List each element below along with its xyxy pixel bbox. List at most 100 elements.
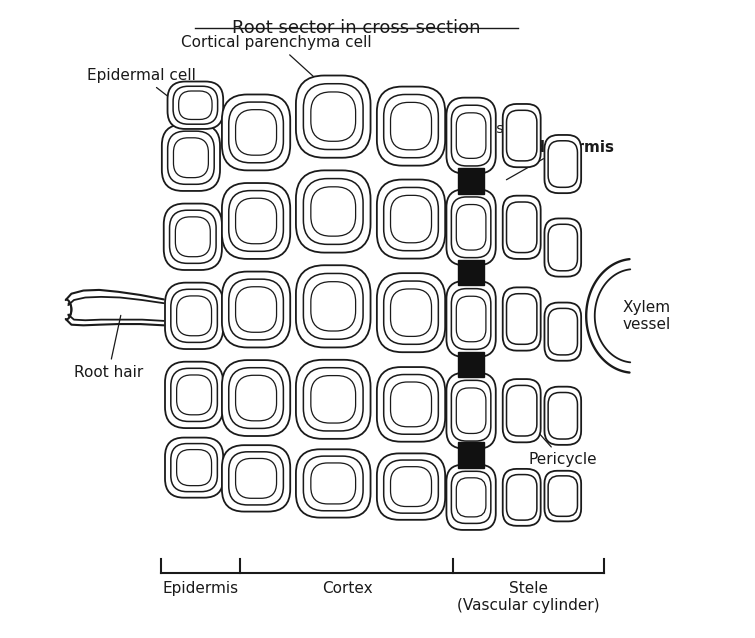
FancyBboxPatch shape <box>456 478 486 517</box>
FancyBboxPatch shape <box>446 98 496 174</box>
Text: Pericycle: Pericycle <box>523 416 596 467</box>
Text: Epidermis: Epidermis <box>162 581 239 596</box>
FancyBboxPatch shape <box>296 449 371 517</box>
Text: Root hair: Root hair <box>74 315 143 380</box>
FancyBboxPatch shape <box>507 385 537 436</box>
FancyBboxPatch shape <box>304 84 363 149</box>
FancyBboxPatch shape <box>177 296 211 336</box>
FancyBboxPatch shape <box>164 204 222 270</box>
FancyBboxPatch shape <box>296 170 371 253</box>
Bar <box>458 168 484 194</box>
FancyBboxPatch shape <box>165 283 223 349</box>
FancyBboxPatch shape <box>174 138 208 177</box>
FancyBboxPatch shape <box>171 289 217 343</box>
Bar <box>458 352 484 377</box>
FancyBboxPatch shape <box>377 454 445 520</box>
FancyBboxPatch shape <box>165 362 223 428</box>
FancyBboxPatch shape <box>236 286 276 332</box>
FancyBboxPatch shape <box>390 102 432 150</box>
FancyBboxPatch shape <box>229 191 283 251</box>
FancyBboxPatch shape <box>304 456 363 511</box>
FancyBboxPatch shape <box>451 380 491 441</box>
FancyBboxPatch shape <box>384 94 439 158</box>
FancyBboxPatch shape <box>171 443 217 492</box>
FancyBboxPatch shape <box>162 124 220 191</box>
Bar <box>458 260 484 285</box>
Text: Epidermal cell: Epidermal cell <box>87 68 196 115</box>
FancyBboxPatch shape <box>456 388 486 433</box>
FancyBboxPatch shape <box>377 87 445 166</box>
FancyBboxPatch shape <box>168 82 223 129</box>
FancyBboxPatch shape <box>503 379 541 442</box>
FancyBboxPatch shape <box>165 438 223 498</box>
FancyBboxPatch shape <box>311 463 356 504</box>
FancyBboxPatch shape <box>222 94 290 170</box>
Text: Cortical parenchyma cell: Cortical parenchyma cell <box>181 35 371 93</box>
FancyBboxPatch shape <box>296 75 371 158</box>
FancyBboxPatch shape <box>296 265 371 348</box>
FancyBboxPatch shape <box>304 274 363 339</box>
FancyBboxPatch shape <box>229 279 283 340</box>
FancyBboxPatch shape <box>503 287 541 351</box>
FancyBboxPatch shape <box>179 91 212 119</box>
FancyBboxPatch shape <box>384 188 439 251</box>
FancyBboxPatch shape <box>507 293 537 345</box>
FancyBboxPatch shape <box>507 110 537 161</box>
FancyBboxPatch shape <box>544 218 581 277</box>
FancyBboxPatch shape <box>311 282 356 331</box>
FancyBboxPatch shape <box>451 197 491 258</box>
FancyBboxPatch shape <box>311 187 356 236</box>
FancyBboxPatch shape <box>222 272 290 348</box>
FancyBboxPatch shape <box>177 375 211 415</box>
FancyBboxPatch shape <box>548 392 578 439</box>
FancyBboxPatch shape <box>384 460 439 513</box>
FancyBboxPatch shape <box>236 110 276 155</box>
FancyBboxPatch shape <box>175 217 211 256</box>
Text: Stele
(Vascular cylinder): Stele (Vascular cylinder) <box>458 581 600 613</box>
FancyBboxPatch shape <box>446 189 496 265</box>
FancyBboxPatch shape <box>456 296 486 342</box>
FancyBboxPatch shape <box>236 375 276 421</box>
FancyBboxPatch shape <box>171 368 217 422</box>
FancyBboxPatch shape <box>544 135 581 193</box>
FancyBboxPatch shape <box>222 360 290 436</box>
FancyBboxPatch shape <box>222 183 290 259</box>
FancyBboxPatch shape <box>384 281 439 345</box>
FancyBboxPatch shape <box>311 92 356 141</box>
FancyBboxPatch shape <box>168 131 214 184</box>
FancyBboxPatch shape <box>548 141 578 188</box>
Text: Endodermis: Endodermis <box>507 140 615 180</box>
FancyBboxPatch shape <box>456 205 486 250</box>
Text: Casparian strip: Casparian strip <box>422 122 527 179</box>
FancyBboxPatch shape <box>446 281 496 357</box>
FancyBboxPatch shape <box>503 104 541 167</box>
FancyBboxPatch shape <box>229 367 283 428</box>
FancyBboxPatch shape <box>544 471 581 521</box>
FancyBboxPatch shape <box>507 202 537 253</box>
FancyBboxPatch shape <box>544 387 581 445</box>
FancyBboxPatch shape <box>456 113 486 158</box>
FancyBboxPatch shape <box>229 102 283 163</box>
FancyBboxPatch shape <box>507 475 537 520</box>
FancyBboxPatch shape <box>311 376 356 423</box>
FancyBboxPatch shape <box>170 210 216 263</box>
FancyBboxPatch shape <box>446 373 496 449</box>
FancyBboxPatch shape <box>548 225 578 271</box>
Text: Xylem
vessel: Xylem vessel <box>623 300 671 332</box>
FancyBboxPatch shape <box>377 273 445 352</box>
FancyBboxPatch shape <box>390 195 432 243</box>
FancyBboxPatch shape <box>377 367 445 441</box>
FancyBboxPatch shape <box>377 179 445 258</box>
Text: Root sector in cross-section: Root sector in cross-section <box>233 19 481 36</box>
FancyBboxPatch shape <box>384 375 439 434</box>
FancyBboxPatch shape <box>229 452 283 505</box>
FancyBboxPatch shape <box>236 198 276 244</box>
FancyBboxPatch shape <box>390 466 432 507</box>
Text: Cortex: Cortex <box>322 581 372 596</box>
FancyBboxPatch shape <box>177 450 211 486</box>
FancyBboxPatch shape <box>390 289 432 336</box>
FancyBboxPatch shape <box>451 471 491 523</box>
FancyBboxPatch shape <box>236 459 276 498</box>
FancyBboxPatch shape <box>544 302 581 360</box>
FancyBboxPatch shape <box>446 464 496 530</box>
